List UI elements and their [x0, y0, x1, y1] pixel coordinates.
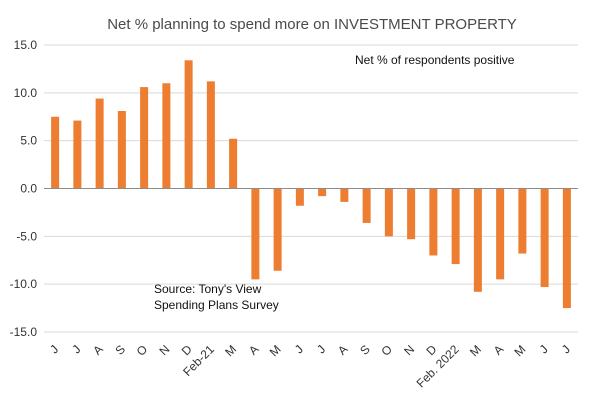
bar: [318, 188, 327, 197]
x-tick-label: S: [112, 342, 128, 358]
x-tick-label: J: [314, 342, 328, 356]
bar: [384, 188, 393, 237]
x-tick-label: M: [512, 342, 529, 359]
annotation: Net % of respondents positive: [355, 53, 515, 67]
x-tick-label: M: [267, 342, 284, 359]
bar: [273, 188, 282, 271]
bar: [451, 188, 460, 265]
bar: [229, 138, 238, 189]
x-tick-label: A: [491, 342, 507, 358]
x-tick-label: N: [156, 342, 172, 358]
y-tick-label: -10.0: [10, 277, 38, 291]
bar: [206, 81, 215, 189]
x-tick-label: J: [559, 342, 573, 356]
bar: [295, 188, 304, 206]
bar: [407, 188, 416, 240]
grid: [44, 44, 578, 333]
bar: [251, 188, 260, 280]
x-tick-label: A: [90, 342, 106, 358]
bar: [540, 188, 549, 288]
x-tick-label: J: [47, 342, 61, 356]
bar: [473, 188, 482, 292]
bar: [140, 87, 149, 189]
bar: [429, 188, 438, 256]
bar: [95, 98, 104, 189]
bar: [362, 188, 371, 223]
y-tick-label: 15.0: [14, 38, 38, 52]
x-tick-label: O: [134, 342, 151, 359]
x-tick-label: J: [69, 342, 83, 356]
y-tick-label: 10.0: [14, 86, 38, 100]
bar: [73, 120, 82, 189]
bar: [518, 188, 527, 254]
x-tick-label: J: [537, 342, 551, 356]
bar: [184, 60, 193, 189]
y-tick-label: 0.0: [20, 182, 37, 196]
bar: [117, 111, 126, 189]
x-tick-label: J: [292, 342, 306, 356]
chart-title: Net % planning to spend more on INVESTME…: [107, 16, 517, 33]
y-axis-ticks: 15.0 10.0 5.0 0.0 -5.0 -10.0 -15.0: [10, 38, 38, 339]
x-tick-label: O: [378, 342, 395, 359]
x-tick-label: M: [467, 342, 484, 359]
x-tick-label: S: [357, 342, 373, 358]
y-tick-label: -15.0: [10, 325, 38, 339]
bar: [562, 188, 571, 309]
x-tick-label: Feb. 2022: [414, 342, 462, 390]
bar: [162, 83, 171, 189]
bar: [496, 188, 505, 280]
y-tick-label: -5.0: [16, 229, 37, 243]
x-tick-label: A: [246, 342, 262, 358]
x-tick-label: A: [335, 342, 351, 358]
x-tick-label: M: [222, 342, 239, 359]
source-line-2: Spending Plans Survey: [154, 298, 279, 312]
bar: [340, 188, 349, 202]
bar: [51, 116, 60, 189]
bars: [51, 60, 571, 309]
x-tick-label: N: [401, 342, 417, 358]
source-line-1: Source: Tony's View: [154, 282, 262, 296]
y-tick-label: 5.0: [20, 134, 37, 148]
